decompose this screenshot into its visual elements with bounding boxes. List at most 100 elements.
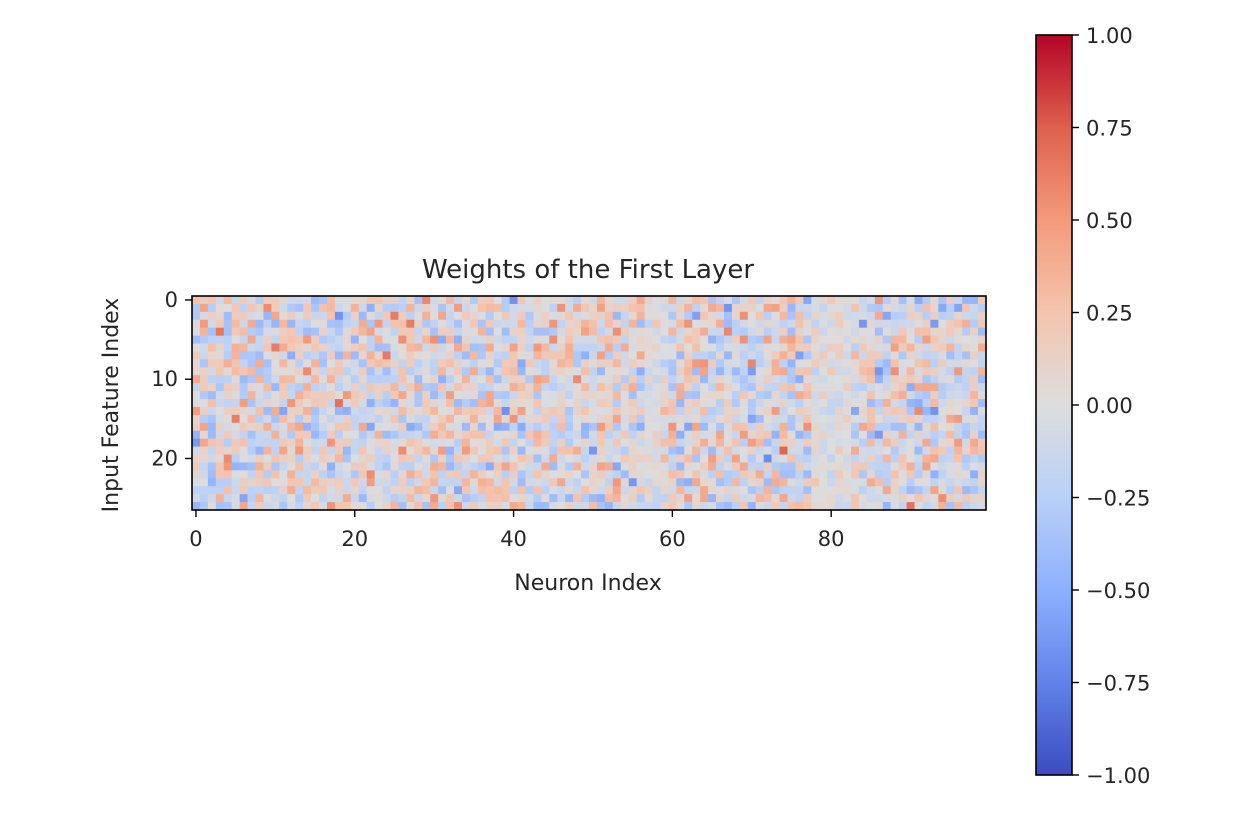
heatmap-cell	[255, 303, 264, 313]
heatmap-cell	[366, 375, 375, 384]
heatmap-cell	[398, 296, 407, 305]
heatmap-cell	[581, 470, 590, 479]
heatmap-cell	[271, 454, 280, 463]
heatmap-cell	[763, 296, 772, 305]
heatmap-cell	[461, 335, 471, 344]
heatmap-cell	[612, 486, 622, 495]
heatmap-cell	[827, 327, 836, 336]
heatmap-cell	[406, 367, 415, 376]
heatmap-cell	[803, 343, 812, 352]
heatmap-cell	[557, 502, 566, 511]
heatmap-cell	[978, 391, 987, 400]
heatmap-cell	[835, 296, 844, 305]
heatmap-cell	[485, 296, 495, 305]
heatmap-cell	[382, 375, 391, 384]
heatmap-cell	[930, 399, 939, 408]
heatmap-cell	[962, 478, 971, 487]
heatmap-cell	[644, 446, 653, 455]
heatmap-cell	[922, 470, 931, 479]
heatmap-cell	[914, 303, 923, 313]
heatmap-cell	[501, 359, 510, 368]
heatmap-cell	[660, 296, 669, 305]
heatmap-cell	[485, 486, 495, 495]
heatmap-cell	[731, 406, 741, 416]
heatmap-cell	[604, 367, 614, 376]
heatmap-cell	[493, 375, 502, 384]
heatmap-cell	[882, 375, 892, 384]
heatmap-cell	[620, 311, 629, 321]
heatmap-cell	[438, 478, 447, 487]
heatmap-cell	[835, 430, 844, 439]
heatmap-cell	[358, 303, 367, 313]
heatmap-cell	[239, 319, 248, 329]
heatmap-cell	[509, 343, 518, 352]
heatmap-cell	[978, 375, 987, 384]
heatmap-cell	[192, 351, 201, 360]
heatmap-cell	[509, 375, 518, 384]
heatmap-cell	[676, 454, 685, 463]
heatmap-cell	[731, 486, 741, 495]
heatmap-cell	[874, 430, 884, 439]
heatmap-cell	[279, 375, 288, 384]
heatmap-cell	[319, 430, 328, 439]
heatmap-cell	[668, 494, 677, 503]
heatmap-cell	[565, 486, 574, 495]
heatmap-cell	[271, 367, 280, 376]
heatmap-cell	[342, 430, 352, 439]
heatmap-cell	[231, 311, 240, 321]
heatmap-cell	[747, 406, 757, 416]
x-tick-label: 20	[341, 527, 368, 551]
heatmap-cell	[851, 391, 860, 400]
heatmap-cell	[350, 383, 360, 392]
heatmap-cell	[454, 454, 463, 463]
heatmap-cell	[390, 462, 399, 471]
heatmap-cell	[295, 343, 304, 352]
heatmap-cell	[779, 446, 788, 455]
heatmap-cell	[446, 319, 455, 329]
heatmap-cell	[485, 414, 495, 424]
chart-title: Weights of the First Layer	[422, 255, 754, 285]
heatmap-cell	[589, 486, 598, 495]
heatmap-cell	[350, 359, 360, 368]
heatmap-cell	[199, 327, 209, 336]
heatmap-cell	[636, 359, 645, 368]
heatmap-cell	[962, 383, 971, 392]
heatmap-cell	[303, 470, 312, 479]
heatmap-cell	[311, 327, 320, 336]
heatmap-cell	[938, 391, 947, 400]
heatmap-cell	[374, 406, 383, 416]
heatmap-cell	[676, 383, 685, 392]
heatmap-cell	[755, 422, 764, 432]
heatmap-cell	[970, 296, 979, 305]
heatmap-cell	[287, 502, 296, 511]
heatmap-cell	[311, 406, 320, 416]
heatmap-cell	[279, 351, 288, 360]
heatmap-cell	[382, 414, 391, 424]
heatmap-cell	[676, 319, 685, 329]
heatmap-cell	[700, 296, 709, 305]
heatmap-cell	[549, 383, 558, 392]
heatmap-cell	[946, 391, 955, 400]
heatmap-cell	[398, 446, 407, 455]
heatmap-cell	[779, 335, 788, 344]
heatmap-cell	[795, 486, 804, 495]
heatmap-cell	[398, 335, 407, 344]
heatmap-cell	[319, 375, 328, 384]
heatmap-cell	[731, 319, 741, 329]
heatmap-cell	[851, 414, 860, 424]
heatmap-cell	[422, 486, 431, 495]
heatmap-cell	[890, 399, 899, 408]
heatmap-cell	[446, 351, 455, 360]
heatmap-cell	[692, 502, 701, 511]
heatmap-cell	[858, 367, 868, 376]
heatmap-cell	[565, 367, 574, 376]
heatmap-cell	[922, 296, 931, 305]
heatmap-cell	[668, 486, 677, 495]
heatmap-cell	[620, 359, 629, 368]
heatmap-cell	[263, 462, 272, 471]
heatmap-cell	[882, 502, 892, 511]
heatmap-cell	[739, 367, 749, 376]
heatmap-cell	[398, 367, 407, 376]
heatmap-cell	[517, 446, 526, 455]
heatmap-cell	[295, 311, 304, 321]
